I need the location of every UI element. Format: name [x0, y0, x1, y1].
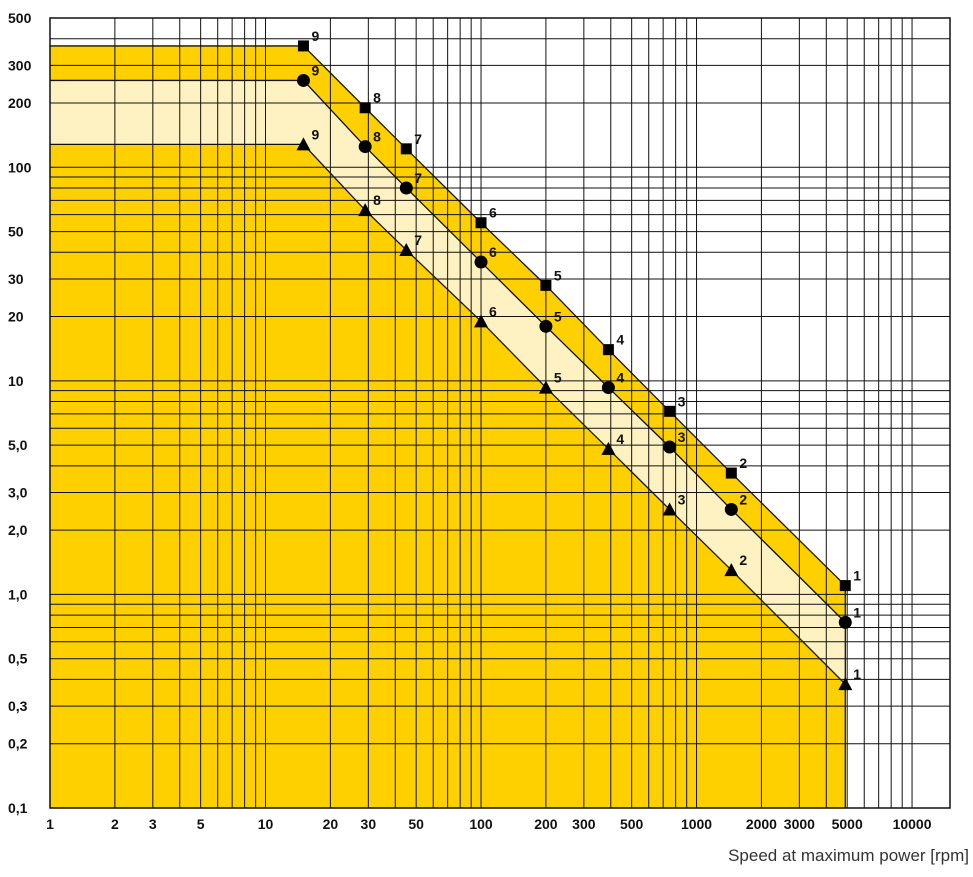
point-label: 1 [853, 604, 861, 620]
point-label: 7 [414, 170, 422, 186]
x-tick-label: 3000 [784, 816, 815, 832]
point-label: 7 [414, 232, 422, 248]
tick-labels: 1 2 3 5 10 20 30 50 100 200 300 500 1000 2000 3000 5000… [8, 10, 932, 832]
marker-square [602, 344, 614, 356]
marker-triangle [296, 137, 311, 151]
x-tick-label: 20 [323, 816, 339, 832]
y-tick-label: 50 [8, 224, 24, 240]
y-tick-label: 0,3 [8, 698, 28, 714]
x-tick-label: 3 [149, 816, 157, 832]
y-tick-label: 100 [8, 159, 32, 175]
y-tick-label: 500 [8, 10, 32, 26]
x-axis-label: Speed at maximum power [rpm] [728, 846, 969, 865]
point-label: 4 [616, 370, 624, 386]
point-label: 5 [554, 370, 562, 386]
point-label: 1 [853, 568, 861, 584]
point-label: 6 [489, 205, 497, 221]
marker-square [540, 279, 552, 291]
x-tick-label: 5000 [832, 816, 863, 832]
y-tick-label: 5,0 [8, 437, 28, 453]
plot-frame [49, 17, 951, 809]
point-label: 6 [489, 244, 497, 260]
y-tick-label: 1,0 [8, 586, 28, 602]
x-tick-label: 1000 [681, 816, 712, 832]
marker-triangle [601, 441, 616, 455]
series-line-triangle [50, 143, 846, 685]
point-label: 5 [554, 308, 562, 324]
point-label: 8 [373, 129, 381, 145]
point-label: 7 [414, 131, 422, 147]
point-label: 9 [311, 126, 319, 142]
y-tick-label: 2,0 [8, 522, 28, 538]
marker-square [359, 102, 371, 114]
y-tick-label: 0,1 [8, 800, 28, 816]
y-tick-label: 10 [8, 373, 24, 389]
y-tick-label: 300 [8, 57, 32, 73]
x-tick-label: 1 [46, 816, 54, 832]
region-band-light [50, 80, 846, 685]
marker-triangle [474, 314, 489, 328]
grid-lines [49, 17, 951, 809]
point-label: 4 [616, 332, 624, 348]
marker-triangle [724, 563, 739, 577]
x-tick-label: 30 [361, 816, 377, 832]
marker-circle [724, 502, 738, 516]
point-label: 2 [739, 455, 747, 471]
marker-circle [601, 381, 615, 395]
point-label: 6 [489, 303, 497, 319]
point-label: 1 [853, 666, 861, 682]
marker-triangle [399, 242, 414, 256]
y-tick-label: 0,5 [8, 651, 28, 667]
marker-square [297, 40, 309, 52]
x-tick-label: 10 [258, 816, 274, 832]
x-tick-label: 10000 [893, 816, 932, 832]
marker-circle [474, 255, 488, 269]
marker-square [839, 580, 851, 592]
point-label: 9 [311, 28, 319, 44]
y-tick-label: 30 [8, 271, 24, 287]
y-tick-label: 3,0 [8, 485, 28, 501]
marker-circle [399, 181, 413, 195]
marker-square [664, 405, 676, 417]
marker-triangle [662, 502, 677, 516]
point-label: 8 [373, 90, 381, 106]
point-label: 4 [616, 431, 624, 447]
marker-circle [663, 440, 677, 454]
point-label: 8 [373, 192, 381, 208]
marker-circle [539, 319, 553, 333]
x-tick-label: 300 [572, 816, 596, 832]
y-tick-label: 0,2 [8, 736, 28, 752]
x-tick-label: 500 [620, 816, 644, 832]
series-line-square [50, 45, 846, 587]
point-label: 3 [678, 429, 686, 445]
marker-square [475, 217, 487, 229]
point-label: 2 [739, 491, 747, 507]
x-tick-label: 100 [469, 816, 493, 832]
x-tick-label: 200 [534, 816, 558, 832]
x-tick-label: 50 [408, 816, 424, 832]
point-label: 3 [678, 491, 686, 507]
marker-circle [838, 615, 852, 629]
x-tick-label: 2000 [746, 816, 777, 832]
marker-triangle [358, 203, 373, 217]
y-tick-label: 200 [8, 95, 32, 111]
x-tick-label: 2 [111, 816, 119, 832]
series-line-circle [50, 79, 846, 623]
marker-triangle [838, 677, 853, 691]
point-label: 3 [678, 393, 686, 409]
point-label: 5 [554, 267, 562, 283]
data-markers: 9 8 7 6 5 4 3 2 1 9 8 7 6 5 4 3 2 1 9 8 7 6 5 4 3 2 1 [296, 28, 861, 691]
point-label: 2 [739, 552, 747, 568]
y-tick-label: 20 [8, 309, 24, 325]
marker-circle [358, 140, 372, 154]
marker-triangle [538, 380, 553, 394]
marker-square [400, 143, 412, 155]
marker-square [725, 467, 737, 479]
marker-circle [296, 73, 310, 87]
x-tick-label: 5 [197, 816, 205, 832]
series-lines [50, 45, 846, 808]
point-label: 9 [311, 62, 319, 78]
